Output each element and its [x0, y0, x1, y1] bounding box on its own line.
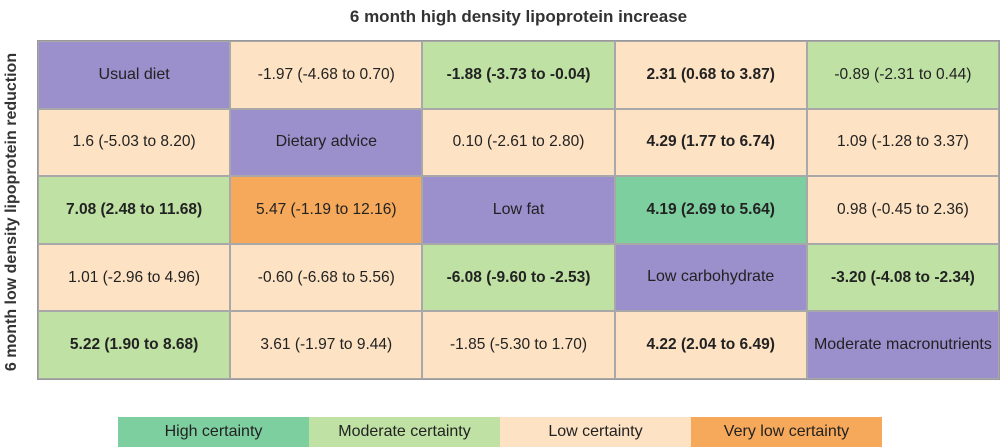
legend-item-very-low: Very low certainty [691, 417, 882, 447]
effect-cell: 1.01 (-2.96 to 4.96) [38, 243, 231, 312]
diet-label-cell: Low carbohydrate [614, 243, 807, 312]
diet-label-cell: Dietary advice [230, 108, 423, 177]
effect-cell: -0.89 (-2.31 to 0.44) [806, 41, 999, 109]
effect-cell: 4.29 (1.77 to 6.74) [614, 108, 807, 177]
effect-cell: 0.10 (-2.61 to 2.80) [422, 108, 615, 177]
effect-cell: 1.09 (-1.28 to 3.37) [806, 108, 999, 177]
league-table: Usual diet -1.97 (-4.68 to 0.70) -1.88 (-3… [37, 40, 1000, 380]
chart-title: 6 month high density lipoprotein increas… [349, 7, 688, 26]
effect-cell: 2.31 (0.68 to 3.87) [614, 41, 807, 109]
effect-cell: 4.19 (2.69 to 5.64) [614, 176, 807, 244]
legend-item-moderate: Moderate certainty [309, 417, 500, 447]
effect-cell: 5.47 (-1.19 to 12.16) [230, 176, 423, 244]
effect-cell: 3.61 (-1.97 to 9.44) [230, 311, 423, 379]
diet-label-cell: Moderate macronutrients [806, 311, 999, 379]
effect-cell: -6.08 (-9.60 to -2.53) [422, 243, 615, 312]
diet-label-cell: Low fat [422, 176, 615, 244]
effect-cell: -1.97 (-4.68 to 0.70) [230, 41, 423, 109]
y-axis-label: 6 month low density lipoprotein reductio… [3, 52, 20, 372]
legend: High certainty Moderate certainty Low cert… [0, 417, 1000, 447]
effect-cell: -3.20 (-4.08 to -2.34) [806, 243, 999, 312]
effect-cell: -0.60 (-6.68 to 5.56) [230, 243, 423, 312]
effect-cell: 4.22 (2.04 to 6.49) [614, 311, 807, 379]
effect-cell: 7.08 (2.48 to 11.68) [38, 176, 231, 244]
effect-cell: -1.85 (-5.30 to 1.70) [422, 311, 615, 379]
effect-cell: 1.6 (-5.03 to 8.20) [38, 108, 231, 177]
legend-item-high: High certainty [118, 417, 309, 447]
effect-cell: -1.88 (-3.73 to -0.04) [422, 41, 615, 109]
legend-item-low: Low certainty [500, 417, 691, 447]
effect-cell: 0.98 (-0.45 to 2.36) [806, 176, 999, 244]
effect-cell: 5.22 (1.90 to 8.68) [38, 311, 231, 379]
diet-label-cell: Usual diet [38, 41, 231, 109]
